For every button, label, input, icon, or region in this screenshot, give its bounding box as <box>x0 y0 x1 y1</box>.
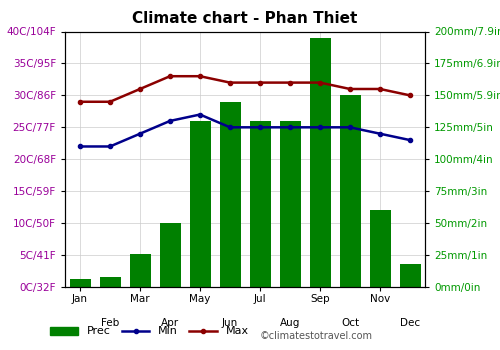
Bar <box>130 254 150 287</box>
Bar <box>340 95 360 287</box>
Bar <box>220 102 240 287</box>
Text: Jun: Jun <box>222 317 238 328</box>
Bar <box>250 121 270 287</box>
Bar <box>190 121 210 287</box>
Text: Apr: Apr <box>161 317 179 328</box>
Bar <box>400 264 420 287</box>
Bar <box>70 279 90 287</box>
Bar <box>160 223 180 287</box>
Bar <box>310 38 330 287</box>
Bar <box>100 277 120 287</box>
Text: Oct: Oct <box>341 317 359 328</box>
Text: Aug: Aug <box>280 317 300 328</box>
Text: Feb: Feb <box>101 317 119 328</box>
Title: Climate chart - Phan Thiet: Climate chart - Phan Thiet <box>132 11 358 26</box>
Bar <box>370 210 390 287</box>
Text: ©climatestotravel.com: ©climatestotravel.com <box>260 331 373 341</box>
Bar <box>280 121 300 287</box>
Legend: Prec, Min, Max: Prec, Min, Max <box>46 322 254 341</box>
Text: Dec: Dec <box>400 317 420 328</box>
